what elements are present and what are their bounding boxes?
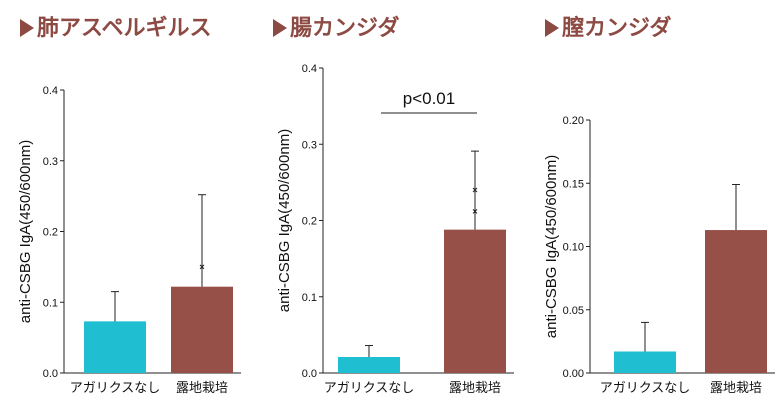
panel-title-vaginal: 膣カンジダ <box>545 10 672 42</box>
panel-title-gut: 腸カンジダ <box>273 10 400 42</box>
bar <box>84 321 146 373</box>
panel-title-text: 腸カンジダ <box>290 16 400 41</box>
y-tick-label: 0.2 <box>302 216 317 228</box>
bar <box>614 351 676 373</box>
bar <box>338 356 400 373</box>
y-tick-label: 0.00 <box>563 368 584 380</box>
panel-title-lung: 肺アスペルギルス <box>20 10 211 42</box>
outlier-mark <box>199 264 205 270</box>
y-tick-label: 0.2 <box>43 227 58 239</box>
category-label: 露地栽培 <box>710 380 762 395</box>
y-tick-label: 0.3 <box>302 139 317 151</box>
y-tick-label: 0.1 <box>302 292 317 304</box>
y-tick-label: 0.3 <box>43 156 58 168</box>
outlier-mark <box>472 208 478 214</box>
category-label: アガリクスなし <box>600 380 691 395</box>
bar <box>171 286 233 373</box>
significance-label: p<0.01 <box>403 89 455 108</box>
bar <box>705 230 767 373</box>
triangle-bullet-icon <box>20 19 34 37</box>
y-axis-title: anti-CSBG IgA(450/600nm) <box>276 129 293 312</box>
panel-title-text: 肺アスペルギルス <box>37 16 212 41</box>
y-tick-label: 0.10 <box>563 242 584 254</box>
chart-panel-1: 0.0 0.1 0.2 0.3 0.4 anti-CSBG IgA(450/600nm) ア… <box>276 63 514 395</box>
chart-panel-2: 0.00 0.05 0.10 0.15 0.20 anti-CSBG IgA(450/60… <box>543 115 775 395</box>
category-label: アガリクスなし <box>324 380 415 395</box>
category-label: 露地栽培 <box>449 380 501 395</box>
y-axis-title: anti-CSBG IgA(450/600nm) <box>543 155 560 338</box>
y-tick-label: 0.15 <box>563 178 584 190</box>
category-label: 露地栽培 <box>176 380 228 395</box>
y-tick-label: 0.1 <box>43 297 58 309</box>
triangle-bullet-icon <box>273 19 287 37</box>
y-tick-label: 0.20 <box>563 115 584 127</box>
panel-title-text: 膣カンジダ <box>562 16 672 41</box>
y-axis-title: anti-CSBG IgA(450/600nm) <box>17 140 34 323</box>
outlier-mark <box>472 187 478 193</box>
y-tick-label: 0.4 <box>43 85 58 97</box>
y-tick-label: 0.0 <box>302 368 317 380</box>
category-label: アガリクスなし <box>70 380 161 395</box>
y-tick-label: 0.0 <box>43 368 58 380</box>
triangle-bullet-icon <box>545 19 559 37</box>
y-tick-label: 0.05 <box>563 305 584 317</box>
y-tick-label: 0.4 <box>302 63 317 75</box>
chart-panel-0: 0.0 0.1 0.2 0.3 0.4 anti-CSBG IgA(450/600nm) ア… <box>17 85 241 395</box>
bar <box>444 229 506 373</box>
